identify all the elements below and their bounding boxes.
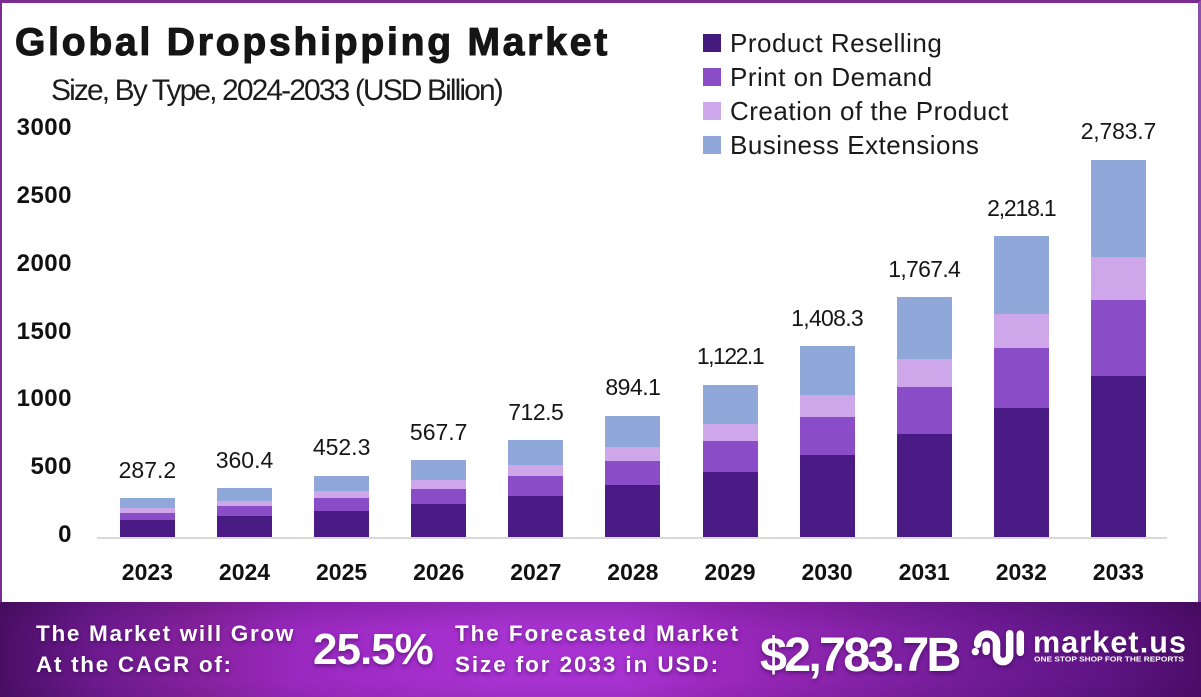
svg-text:ONE STOP SHOP FOR THE REPORTS: ONE STOP SHOP FOR THE REPORTS (1034, 655, 1184, 664)
svg-text:market.us: market.us (1033, 626, 1186, 660)
